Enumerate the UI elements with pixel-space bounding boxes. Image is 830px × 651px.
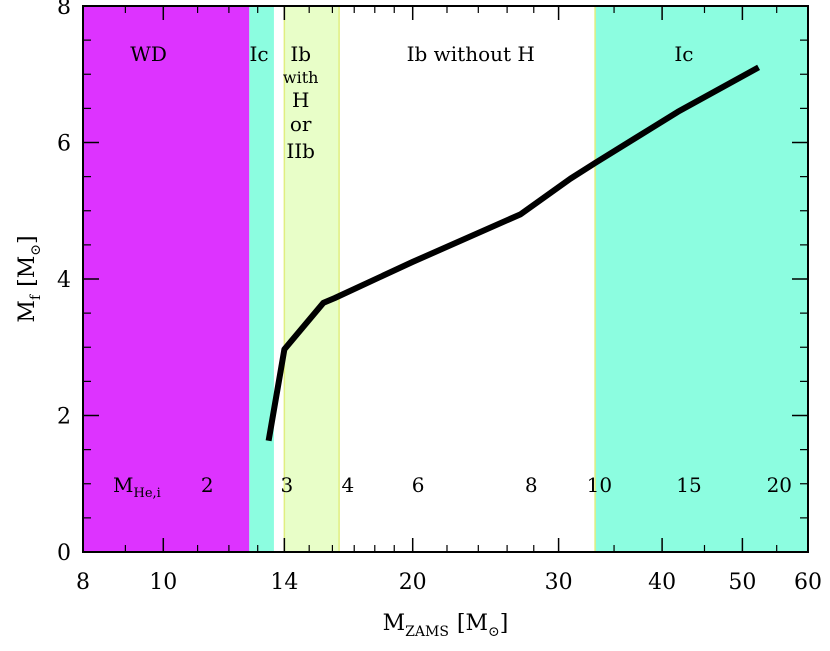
region-3 <box>595 6 808 552</box>
y-axis-title-close: ] <box>15 235 40 244</box>
x-tick-label-5: 40 <box>648 570 676 595</box>
x-tick-label-1: 10 <box>149 570 177 595</box>
mhe-value-4: 8 <box>525 473 538 497</box>
region-1 <box>249 6 274 552</box>
mhe-label-sub: He,i <box>133 486 160 501</box>
mhe-value-7: 20 <box>767 473 792 497</box>
mhe-value-6: 15 <box>676 473 701 497</box>
region-label-2: Ib <box>290 42 311 66</box>
x-tick-label-3: 20 <box>399 570 427 595</box>
series-layer <box>265 64 761 442</box>
x-tick-label-0: 8 <box>76 570 90 595</box>
region-2 <box>284 6 340 552</box>
mhe-value-1: 3 <box>281 473 294 497</box>
x-axis-title-sub: ZAMS <box>405 624 449 640</box>
x-tick-label-4: 30 <box>545 570 573 595</box>
mhe-value-5: 10 <box>587 473 612 497</box>
ticks-layer: 8 10 14 20 30 40 50 60 0 2 4 6 8 <box>57 0 822 595</box>
mhe-label: MHe,i <box>113 473 161 501</box>
ib-without-h-label: Ib without H <box>407 42 535 66</box>
x-axis-title-close: ] <box>500 611 509 636</box>
x-axis-title-main: M <box>383 611 406 636</box>
ib-with-h-line-2: or <box>290 112 312 136</box>
mhe-value-3: 6 <box>412 473 425 497</box>
y-axis-title-unit: [M <box>15 256 40 287</box>
ib-with-h-line-3: IIb <box>286 139 315 163</box>
mhe-value-0: 2 <box>201 473 214 497</box>
y-tick-label-3: 6 <box>57 132 71 157</box>
mhe-value-2: 4 <box>341 473 354 497</box>
region-0 <box>83 6 250 552</box>
y-axis-title-sub: f <box>28 293 44 300</box>
region-label-0: WD <box>130 42 167 66</box>
region-label-1: Ic <box>250 42 269 66</box>
region-label-3: Ic <box>674 42 693 66</box>
y-axis-title-sun: ⊙ <box>28 244 44 256</box>
regions-layer <box>83 6 808 552</box>
y-axis-title: Mf [M⊙] <box>15 235 44 322</box>
y-tick-label-1: 2 <box>57 405 71 430</box>
x-axis-title: MZAMS [M⊙] <box>383 611 509 640</box>
ib-with-h-line-1: H <box>292 88 309 112</box>
y-tick-label-4: 8 <box>57 0 71 20</box>
x-tick-label-2: 14 <box>270 570 298 595</box>
x-axis-title-sun: ⊙ <box>488 624 500 640</box>
series-line-0 <box>265 64 761 442</box>
x-tick-label-7: 60 <box>794 570 822 595</box>
y-tick-label-2: 4 <box>57 268 71 293</box>
x-tick-label-6: 50 <box>728 570 756 595</box>
mhe-label-main: M <box>113 473 133 497</box>
y-axis-title-main: M <box>15 300 40 323</box>
y-tick-label-0: 0 <box>57 541 71 566</box>
x-axis-title-unit: [M <box>457 611 488 636</box>
ib-with-h-line-0: with <box>283 68 319 87</box>
plot-frame <box>82 5 809 553</box>
